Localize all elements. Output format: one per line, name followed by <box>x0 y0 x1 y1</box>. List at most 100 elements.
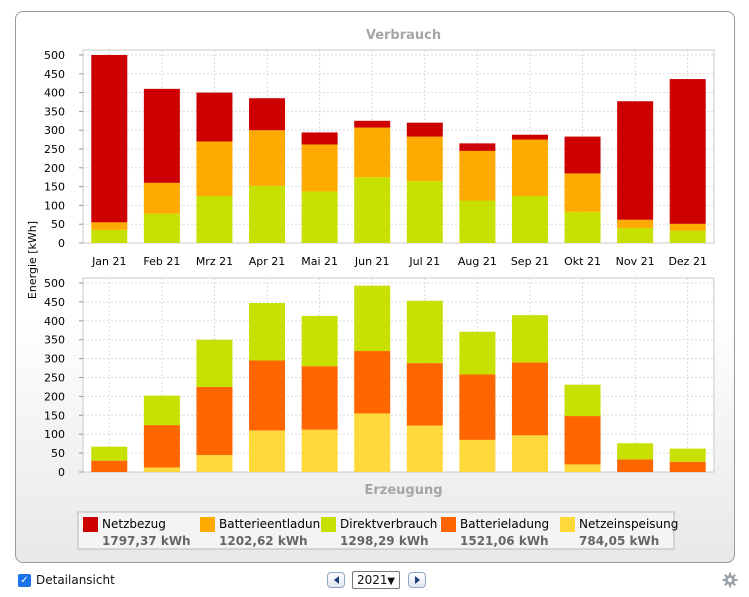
verbrauch-chart: 0 50 100 150 200 250 300 350 400 450 500 Jan 21 Feb … <box>44 28 715 268</box>
x-tick-label: Okt 21 <box>564 255 601 268</box>
bar-batterieentladung-jul-21 <box>406 136 443 181</box>
y-tick-label: 0 <box>58 237 65 250</box>
x-tick-label: Dez 21 <box>668 255 707 268</box>
y-tick-label: 350 <box>44 105 65 118</box>
y-tick-label: 500 <box>44 49 65 62</box>
plot-area <box>82 49 715 244</box>
x-tick-label: Mai 21 <box>301 255 338 268</box>
bar-batterieentladung-nov-21 <box>617 219 654 228</box>
y-tick-label: 150 <box>44 181 65 194</box>
y-tick-label: 300 <box>44 353 65 366</box>
bar-netzbezug-mai-21 <box>301 132 338 145</box>
footer-bar: ✓ Detailansicht 2021 ▼ <box>0 568 749 597</box>
bar-batterieentladung-jun-21 <box>354 127 391 178</box>
y-tick-label: 300 <box>44 124 65 137</box>
dropdown-caret-icon: ▼ <box>387 576 395 587</box>
y-tick-label: 400 <box>44 87 65 100</box>
bar-batterieladung-aug-21 <box>459 374 496 440</box>
bar-netzeinspeisung-feb-21 <box>143 467 180 472</box>
y-tick-label: 250 <box>44 372 65 385</box>
bar-netzeinspeisung-okt-21 <box>564 464 601 472</box>
detail-label[interactable]: Detailansicht <box>36 573 115 587</box>
bar-direktverbrauch-jun-21 <box>354 177 391 243</box>
y-tick-label: 450 <box>44 296 65 309</box>
legend-value: 1298,29 kWh <box>340 534 429 548</box>
year-select[interactable]: 2021 ▼ <box>352 571 400 589</box>
bar-batterieentladung-feb-21 <box>143 182 180 214</box>
y-tick-label: 50 <box>51 218 65 231</box>
bar-direktverbrauch-sep-21 <box>511 196 548 243</box>
chart-canvas: 0 50 100 150 200 250 300 350 400 450 500 Jan 21 Feb … <box>26 28 715 550</box>
bar-batterieladung-jun-21 <box>354 351 391 414</box>
legend-swatch <box>441 517 456 532</box>
bar-batterieentladung-mrz-21 <box>196 141 233 196</box>
bar-batterieladung-dez-21 <box>669 461 706 472</box>
x-tick-label: Feb 21 <box>143 255 180 268</box>
x-tick-label: Jul 21 <box>408 255 440 268</box>
bar-direktverbrauch-sep-21 <box>511 315 548 363</box>
bar-netzeinspeisung-jun-21 <box>354 413 391 472</box>
legend-value: 784,05 kWh <box>579 534 659 548</box>
bar-batterieentladung-jan-21 <box>91 222 128 230</box>
bar-netzbezug-okt-21 <box>564 136 601 174</box>
legend-label: Direktverbrauch <box>340 517 437 531</box>
x-tick-label: Jan 21 <box>91 255 126 268</box>
legend-label: Batterieentladung <box>219 517 328 531</box>
erzeugung-chart: 0 50 100 150 200 250 300 350 400 450 500 Erzeugung <box>44 277 715 498</box>
plot-area <box>82 277 715 473</box>
legend-value: 1202,62 kWh <box>219 534 308 548</box>
bar-batterieladung-mrz-21 <box>196 386 233 455</box>
checkmark-icon: ✓ <box>20 575 29 586</box>
y-tick-label: 0 <box>58 466 65 479</box>
prev-year-button[interactable] <box>327 572 345 588</box>
bar-direktverbrauch-jan-21 <box>91 446 128 461</box>
bar-netzbezug-mrz-21 <box>196 92 233 142</box>
y-tick-label: 100 <box>44 199 65 212</box>
bar-netzbezug-feb-21 <box>143 88 180 183</box>
bar-direktverbrauch-dez-21 <box>669 448 706 462</box>
x-tick-label: Aug 21 <box>458 255 497 268</box>
legend-label: Batterieladung <box>460 517 549 531</box>
bar-batterieladung-mai-21 <box>301 366 338 430</box>
y-tick-label: 500 <box>44 277 65 290</box>
bar-batterieladung-nov-21 <box>617 459 654 472</box>
y-tick-label: 150 <box>44 409 65 422</box>
legend-label: Netzbezug <box>102 517 166 531</box>
erzeugung-title: Erzeugung <box>364 483 442 498</box>
detail-checkbox[interactable]: ✓ <box>18 574 31 587</box>
legend-swatch <box>83 517 98 532</box>
bar-direktverbrauch-mrz-21 <box>196 339 233 387</box>
bar-netzeinspeisung-mai-21 <box>301 429 338 472</box>
bar-direktverbrauch-dez-21 <box>669 230 706 243</box>
bar-direktverbrauch-apr-21 <box>249 303 286 361</box>
bar-batterieentladung-aug-21 <box>459 150 496 201</box>
bar-netzbezug-apr-21 <box>249 98 286 131</box>
y-axis-label: Energie [kWh] <box>26 221 39 299</box>
bar-direktverbrauch-mai-21 <box>301 315 338 367</box>
bar-netzeinspeisung-jul-21 <box>406 425 443 472</box>
bar-direktverbrauch-jan-21 <box>91 229 128 243</box>
next-year-button[interactable] <box>408 572 426 588</box>
bar-direktverbrauch-mrz-21 <box>196 196 233 243</box>
y-tick-label: 200 <box>44 390 65 403</box>
legend: Netzbezug 1797,37 kWh Batterieentladung 120… <box>77 511 678 550</box>
bar-netzbezug-dez-21 <box>669 79 706 224</box>
bar-netzbezug-jan-21 <box>91 55 128 223</box>
bar-netzbezug-sep-21 <box>511 134 548 140</box>
bar-netzbezug-jul-21 <box>406 122 443 137</box>
bar-batterieentladung-apr-21 <box>249 130 286 186</box>
bar-batterieentladung-sep-21 <box>511 139 548 196</box>
bar-direktverbrauch-nov-21 <box>617 443 654 460</box>
bar-batterieentladung-okt-21 <box>564 173 601 212</box>
gear-icon[interactable] <box>722 572 738 588</box>
bar-batterieladung-apr-21 <box>249 360 286 431</box>
y-tick-label: 350 <box>44 334 65 347</box>
bar-netzbezug-jun-21 <box>354 120 391 128</box>
bar-direktverbrauch-apr-21 <box>249 185 286 243</box>
bar-netzeinspeisung-mrz-21 <box>196 454 233 472</box>
bar-netzeinspeisung-aug-21 <box>459 439 496 472</box>
y-tick-label: 200 <box>44 162 65 175</box>
bar-direktverbrauch-aug-21 <box>459 200 496 243</box>
year-value: 2021 <box>357 573 388 587</box>
bar-batterieladung-jan-21 <box>91 460 128 472</box>
